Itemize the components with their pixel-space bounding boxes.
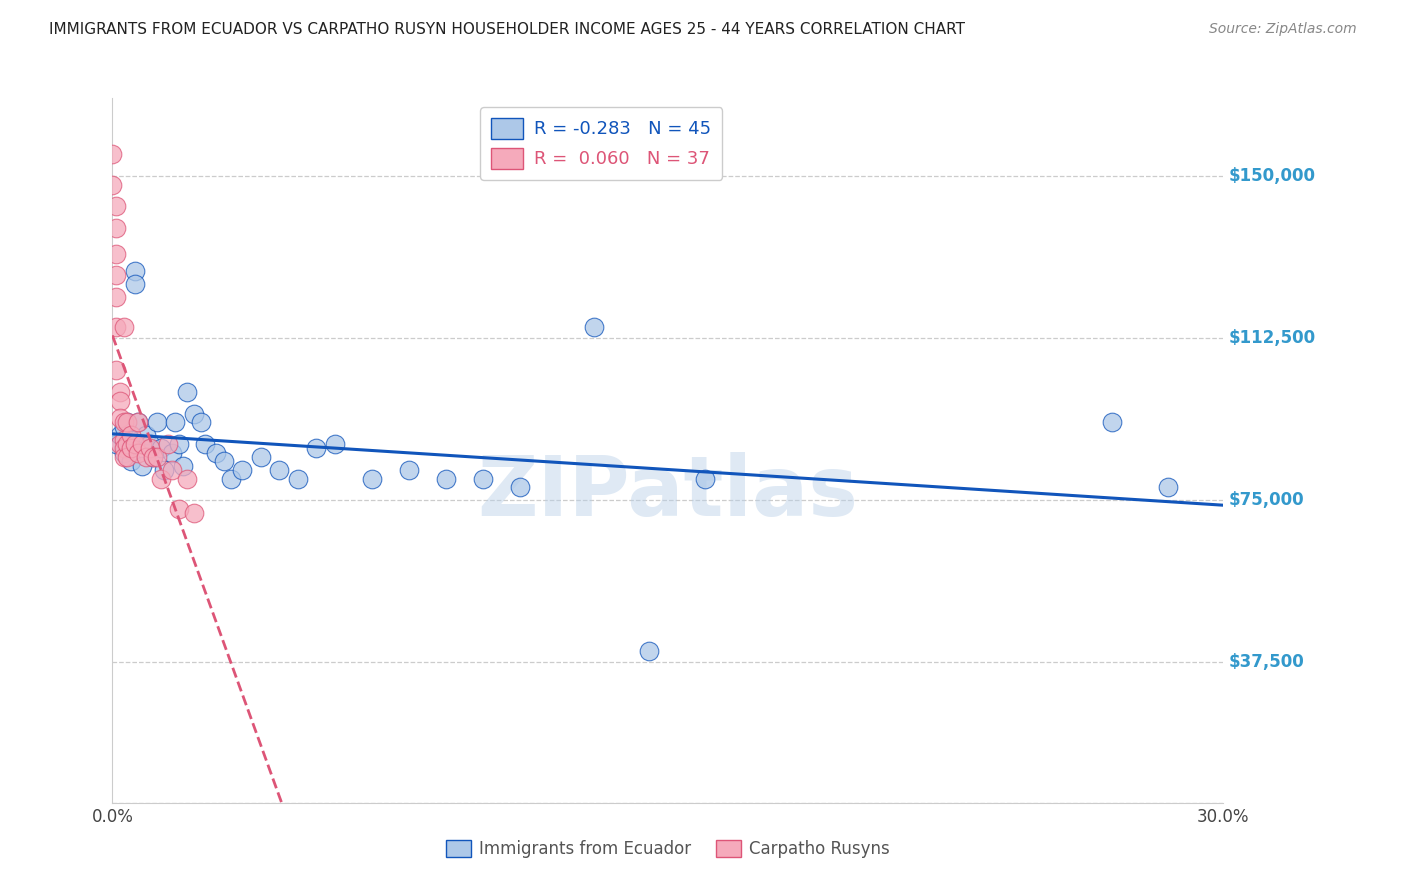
Point <box>108 437 131 451</box>
Point <box>117 450 139 464</box>
Point <box>108 428 131 442</box>
Text: $37,500: $37,500 <box>1229 653 1305 672</box>
Point <box>249 450 271 464</box>
Point <box>105 290 128 304</box>
Point <box>101 147 124 161</box>
Point <box>153 463 176 477</box>
Point <box>157 437 180 451</box>
Point <box>117 415 139 429</box>
Point <box>212 454 235 468</box>
Point <box>120 433 142 447</box>
Point <box>138 437 160 451</box>
Point <box>131 437 153 451</box>
Point <box>124 264 146 278</box>
Point <box>149 472 172 486</box>
Point <box>693 472 716 486</box>
Point <box>127 445 149 459</box>
Point <box>183 407 205 421</box>
Point <box>105 363 128 377</box>
Point <box>127 415 149 429</box>
Point <box>146 415 169 429</box>
Point <box>124 277 146 291</box>
Point <box>138 442 160 456</box>
Point <box>434 472 457 486</box>
Point <box>142 450 165 464</box>
Point <box>112 419 135 434</box>
Point <box>105 437 128 451</box>
Point <box>105 246 128 260</box>
Point <box>172 458 194 473</box>
Point <box>398 463 420 477</box>
Point <box>142 450 165 464</box>
Point <box>131 458 153 473</box>
Point <box>120 442 142 456</box>
Point <box>582 320 605 334</box>
Point <box>108 385 131 400</box>
Point <box>1156 480 1178 494</box>
Point <box>205 445 228 459</box>
Point <box>101 178 124 192</box>
Text: $112,500: $112,500 <box>1229 329 1316 347</box>
Point <box>112 320 135 334</box>
Point <box>509 480 531 494</box>
Legend: Immigrants from Ecuador, Carpatho Rusyns: Immigrants from Ecuador, Carpatho Rusyns <box>439 833 897 865</box>
Text: IMMIGRANTS FROM ECUADOR VS CARPATHO RUSYN HOUSEHOLDER INCOME AGES 25 - 44 YEARS : IMMIGRANTS FROM ECUADOR VS CARPATHO RUSY… <box>49 22 965 37</box>
Point <box>120 428 142 442</box>
Point <box>124 437 146 451</box>
Point <box>117 437 139 451</box>
Point <box>167 501 190 516</box>
Point <box>638 644 661 658</box>
Point <box>471 472 494 486</box>
Point <box>112 442 135 456</box>
Point <box>120 454 142 468</box>
Text: Source: ZipAtlas.com: Source: ZipAtlas.com <box>1209 22 1357 37</box>
Point <box>176 385 198 400</box>
Point <box>146 450 169 464</box>
Point <box>287 472 309 486</box>
Point <box>267 463 291 477</box>
Text: $150,000: $150,000 <box>1229 167 1316 185</box>
Point <box>108 411 131 425</box>
Point <box>117 415 139 429</box>
Point <box>165 415 187 429</box>
Point <box>127 415 149 429</box>
Point <box>149 442 172 456</box>
Point <box>1101 415 1123 429</box>
Point <box>112 450 135 464</box>
Point <box>167 437 190 451</box>
Point <box>305 442 328 456</box>
Point <box>135 428 157 442</box>
Point <box>105 220 128 235</box>
Point <box>194 437 217 451</box>
Point <box>360 472 382 486</box>
Point <box>105 268 128 283</box>
Point <box>131 437 153 451</box>
Text: $75,000: $75,000 <box>1229 491 1305 509</box>
Point <box>231 463 253 477</box>
Point <box>105 199 128 213</box>
Point <box>105 320 128 334</box>
Point <box>112 433 135 447</box>
Point <box>183 506 205 520</box>
Point <box>160 463 183 477</box>
Point <box>112 415 135 429</box>
Text: ZIPatlas: ZIPatlas <box>478 452 858 533</box>
Point <box>219 472 242 486</box>
Point <box>112 445 135 459</box>
Point <box>176 472 198 486</box>
Point <box>190 415 212 429</box>
Point <box>108 393 131 408</box>
Point <box>135 450 157 464</box>
Point <box>160 445 183 459</box>
Point <box>323 437 346 451</box>
